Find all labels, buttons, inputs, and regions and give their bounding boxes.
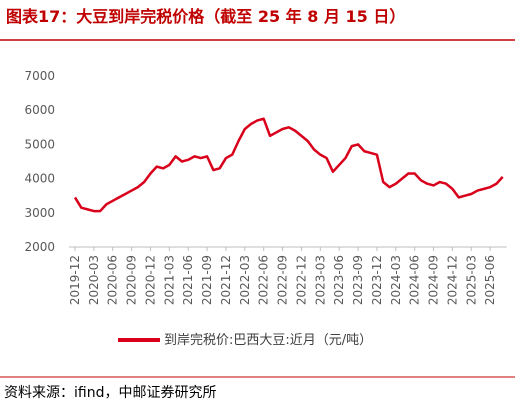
x-tick-label: 2025-03	[464, 255, 478, 305]
x-tick-label: 2024-12	[445, 255, 459, 305]
y-tick-label: 2000	[24, 240, 55, 254]
x-tick-label: 2020-03	[87, 255, 101, 305]
chart-title: 图表17：大豆到岸完税价格（截至 25 年 8 月 15 日）	[6, 7, 405, 26]
x-tick-label: 2023-03	[313, 255, 327, 305]
x-tick-label: 2024-06	[408, 255, 422, 305]
legend-label: 到岸完税价:巴西大豆:近月（元/吨）	[164, 333, 372, 348]
x-tick-label: 2020-09	[125, 255, 139, 305]
x-tick-label: 2021-06	[181, 255, 195, 305]
x-tick-label: 2021-12	[219, 255, 233, 305]
x-tick-label: 2021-03	[162, 255, 176, 305]
x-tick-label: 2019-12	[68, 255, 82, 305]
x-tick-label: 2022-03	[238, 255, 252, 305]
x-tick-label: 2025-06	[483, 255, 497, 305]
y-tick-label: 4000	[24, 172, 55, 186]
source: 资料来源：ifind，中邮证券研究所	[4, 385, 216, 401]
y-tick-label: 3000	[24, 206, 55, 220]
x-tick-label: 2022-06	[257, 255, 271, 305]
x-tick-label: 2023-12	[370, 255, 384, 305]
x-tick-label: 2022-12	[294, 255, 308, 305]
x-tick-label: 2023-09	[351, 255, 365, 305]
x-tick-label: 2023-06	[332, 255, 346, 305]
x-tick-label: 2022-09	[276, 255, 290, 305]
x-tick-label: 2021-09	[200, 255, 214, 305]
x-tick-label: 2024-09	[427, 255, 441, 305]
y-tick-label: 7000	[24, 69, 55, 83]
y-tick-label: 5000	[24, 137, 55, 151]
line	[73, 117, 504, 213]
y-tick-label: 6000	[24, 103, 55, 117]
x-tick-label: 2024-03	[389, 255, 403, 305]
x-tick-label: 2020-12	[143, 255, 157, 305]
x-tick-label: 2020-06	[106, 255, 120, 305]
